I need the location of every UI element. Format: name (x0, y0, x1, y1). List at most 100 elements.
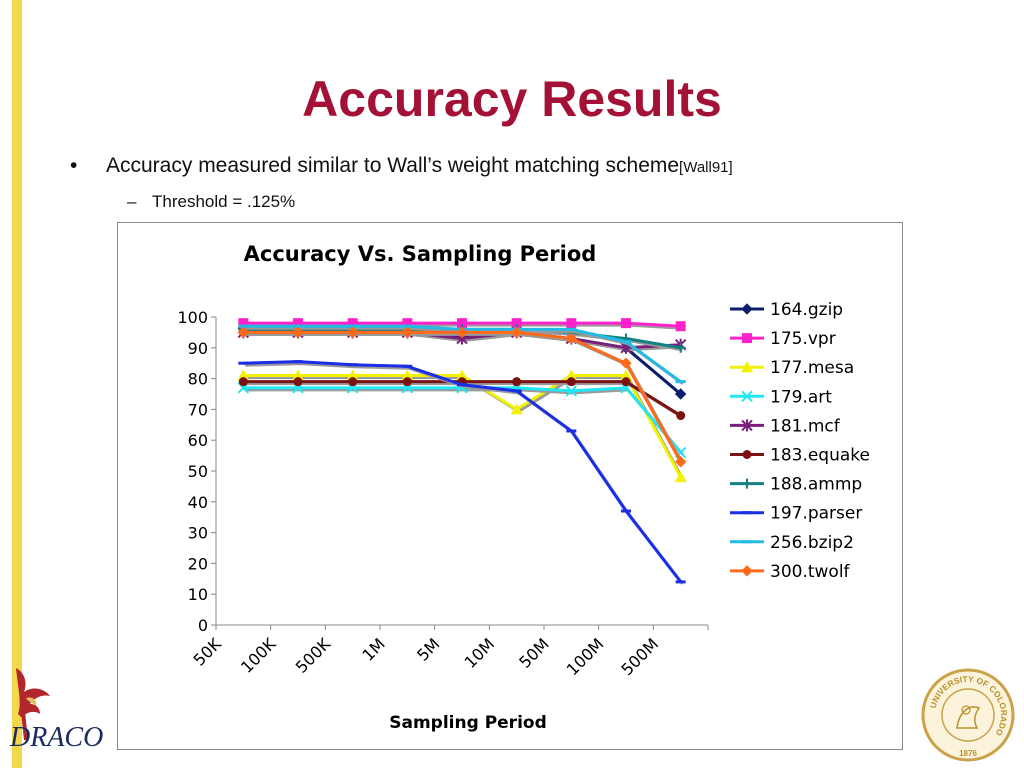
dash-marker (742, 540, 752, 544)
x-tick-label: 50K (190, 634, 226, 670)
square-marker (402, 318, 413, 329)
legend-entry: 300.twolf (730, 562, 851, 582)
dash-marker (621, 509, 631, 513)
x-marker (565, 385, 578, 397)
dash-marker (675, 380, 686, 384)
legend-label: 188.ammp (770, 475, 862, 495)
plus-marker (742, 478, 752, 489)
slide-title: Accuracy Results (302, 71, 722, 127)
y-tick-label: 70 (188, 400, 208, 419)
triangle-marker (346, 369, 359, 381)
x-tick-label: 10M (461, 634, 499, 672)
square-marker (675, 321, 686, 332)
legend-label: 179.art (770, 387, 832, 407)
draco-logo: DRACO (9, 668, 103, 753)
x-tick-label: 5M (413, 634, 443, 664)
legend-label: 164.gzip (770, 300, 843, 320)
triangle-marker (401, 369, 414, 381)
y-tick-label: 20 (188, 554, 208, 573)
diamond-marker (456, 326, 468, 339)
square-marker (238, 318, 249, 329)
dash-marker (238, 324, 249, 328)
circle-marker (566, 377, 576, 387)
sub-bullet-marker: – (127, 192, 137, 211)
diamond-marker (401, 326, 414, 339)
legend-entry: 164.gzip (730, 300, 843, 320)
circle-marker (512, 377, 522, 387)
dash-marker (675, 580, 686, 584)
dash-marker (511, 389, 522, 393)
star-marker (741, 419, 753, 432)
x-axis-title: Sampling Period (389, 713, 547, 733)
y-tick-label: 0 (198, 616, 208, 635)
y-tick-label: 100 (177, 308, 208, 327)
dash-marker (238, 361, 249, 365)
diamond-marker (674, 388, 687, 400)
series-line (243, 330, 682, 463)
dash-marker (402, 324, 413, 328)
circle-marker (238, 377, 248, 387)
legend-entry: 256.bzip2 (730, 533, 854, 553)
dash-marker (457, 383, 467, 387)
dash-marker (566, 327, 577, 331)
triangle-marker (292, 369, 304, 381)
accuracy-line-chart: Accuracy Vs. Sampling Period 0 10 20 30 40 50 6… (177, 242, 870, 733)
circle-marker (742, 450, 752, 459)
triangle-marker (510, 403, 523, 415)
legend-label: 300.twolf (770, 562, 851, 582)
legend-label: 183.equake (770, 446, 870, 466)
square-marker (621, 318, 631, 329)
chart-title: Accuracy Vs. Sampling Period (244, 242, 597, 266)
square-marker (347, 318, 358, 329)
circle-marker (348, 377, 358, 387)
diamond-marker (510, 326, 523, 339)
triangle-marker (456, 369, 468, 381)
dash-marker (347, 363, 358, 367)
y-tick-label: 60 (188, 431, 208, 450)
dash-marker (293, 360, 303, 364)
dash-marker (566, 429, 577, 433)
triangle-marker (565, 369, 578, 381)
x-tick-label: 50M (515, 634, 553, 672)
draco-logo-text: DRACO (9, 722, 103, 753)
legend-entry: 175.vpr (730, 329, 836, 349)
diamond-marker (741, 303, 753, 315)
x-tick-label: 1M (358, 634, 388, 664)
legend-entry: 179.art (730, 387, 832, 407)
legend-label: 175.vpr (770, 329, 836, 349)
legend-label: 197.parser (770, 504, 862, 524)
series-line (243, 360, 682, 583)
series-shadow (245, 376, 684, 480)
sub-bullet-threshold: – Threshold = .125% (127, 192, 295, 212)
y-tick-label: 30 (188, 524, 208, 543)
x-tick-label: 100K (237, 634, 280, 677)
diamond-marker (565, 332, 578, 345)
dash-marker (402, 364, 413, 368)
x-tick-label: 500K (292, 634, 335, 677)
circle-marker (402, 377, 412, 387)
legend-entry: 177.mesa (730, 358, 854, 378)
y-tick-label: 90 (188, 339, 208, 358)
bullet-reference: [Wall91] (679, 159, 733, 176)
x-tick-label: 500M (617, 634, 662, 679)
chart-frame: Accuracy Vs. Sampling Period 0 10 20 30 40 50 6… (117, 222, 903, 750)
triangle-marker (620, 369, 632, 381)
dash-marker (347, 324, 358, 328)
series-shadow (245, 362, 684, 585)
triangle-marker (674, 471, 687, 483)
decorative-side-bar (12, 0, 22, 768)
square-marker (293, 318, 303, 329)
legend-entry: 188.ammp (730, 475, 862, 495)
circle-marker (621, 377, 631, 387)
dash-marker (621, 340, 631, 344)
triangle-marker (237, 369, 250, 381)
diamond-marker (741, 565, 753, 577)
legend-entry: 197.parser (730, 504, 862, 524)
legend-label: 256.bzip2 (770, 533, 854, 553)
diamond-marker (292, 326, 304, 339)
dash-marker (742, 511, 752, 515)
series-line (243, 386, 682, 454)
legend-entry: 181.mcf (730, 416, 841, 436)
square-marker (457, 318, 467, 329)
series-197-parser (238, 360, 686, 585)
